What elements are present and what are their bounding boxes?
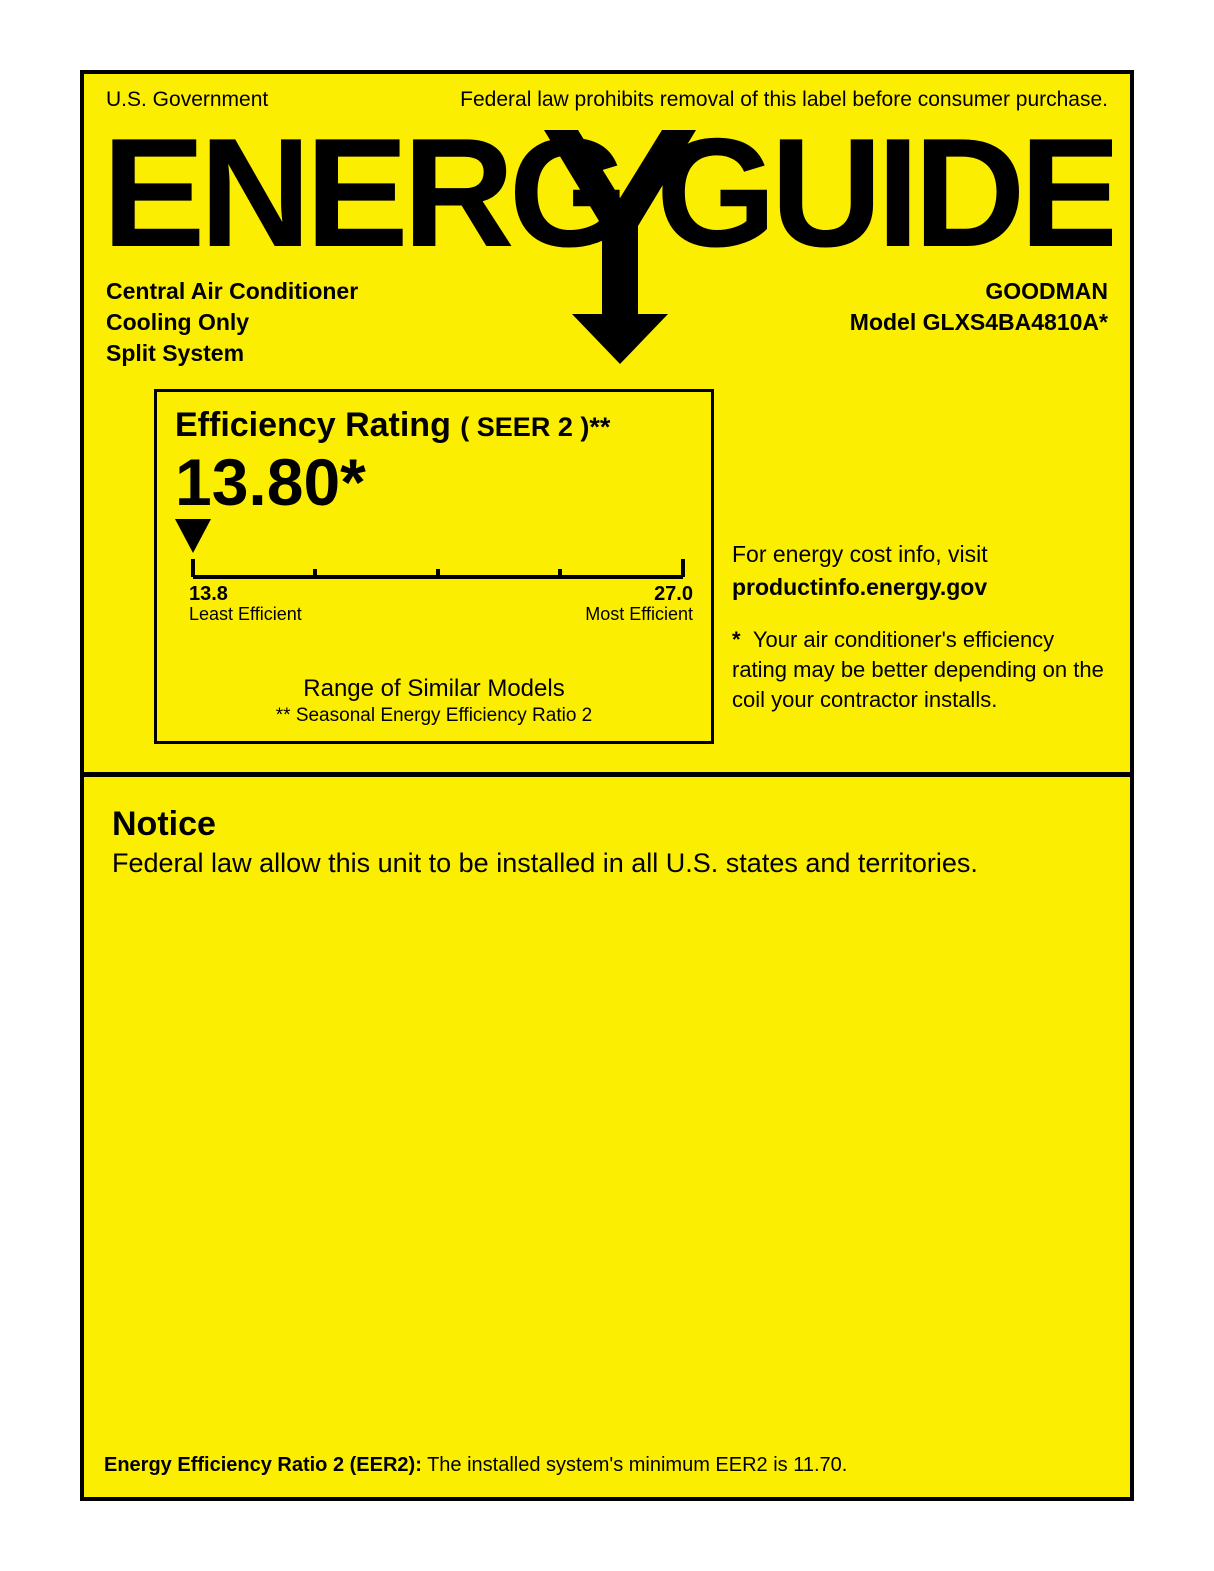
range-subcaption: ** Seasonal Energy Efficiency Ratio 2 xyxy=(175,705,693,727)
header-right: Federal law prohibits removal of this la… xyxy=(460,88,1108,112)
rating-value: 13.80* xyxy=(175,449,693,515)
energyguide-label: U.S. Government Federal law prohibits re… xyxy=(80,70,1134,1501)
side-info: For energy cost info, visit productinfo.… xyxy=(732,389,1108,714)
notice-section: Notice Federal law allow this unit to be… xyxy=(84,777,1130,879)
svg-text:GUIDE: GUIDE xyxy=(656,116,1112,279)
scale-value-labels: 13.8 27.0 xyxy=(175,583,693,606)
rating-title-suffix: ( SEER 2 )** xyxy=(460,412,610,442)
notice-body: Federal law allow this unit to be instal… xyxy=(112,848,1102,879)
header-bar: U.S. Government Federal law prohibits re… xyxy=(84,74,1130,116)
footnote-marker: * xyxy=(732,627,741,652)
notice-title: Notice xyxy=(112,805,1102,844)
cost-info-line: For energy cost info, visit xyxy=(732,539,1108,570)
scale-min-value: 13.8 xyxy=(189,583,228,606)
rating-title-text: Efficiency Rating xyxy=(175,406,451,444)
scale-min-caption: Least Efficient xyxy=(189,604,302,625)
range-caption: Range of Similar Models xyxy=(175,675,693,703)
logo: ENERG GUIDE xyxy=(84,116,1130,346)
footnote: * Your air conditioner's efficiency rati… xyxy=(732,625,1108,714)
footnote-text: Your air conditioner's efficiency rating… xyxy=(732,627,1104,711)
eer2-line: Energy Efficiency Ratio 2 (EER2): The in… xyxy=(104,1454,1110,1477)
scale-max-caption: Most Efficient xyxy=(585,604,693,625)
energyguide-logo-svg: ENERG GUIDE xyxy=(102,116,1112,386)
scale-max-value: 27.0 xyxy=(654,583,693,606)
scale-captions: Least Efficient Most Efficient xyxy=(175,604,693,625)
efficiency-rating-box: Efficiency Rating ( SEER 2 )** 13.80* xyxy=(154,389,714,744)
rating-title: Efficiency Rating ( SEER 2 )** xyxy=(175,406,693,445)
eer2-label: Energy Efficiency Ratio 2 (EER2): xyxy=(104,1454,422,1476)
cost-info-url: productinfo.energy.gov xyxy=(732,572,1108,603)
eer2-text: The installed system's minimum EER2 is 1… xyxy=(427,1454,847,1476)
rating-row: Efficiency Rating ( SEER 2 )** 13.80* xyxy=(84,369,1130,772)
scale: 13.8 27.0 Least Efficient Most Efficient xyxy=(175,519,693,659)
svg-text:ENERG: ENERG xyxy=(102,116,623,279)
header-left: U.S. Government xyxy=(106,88,268,112)
